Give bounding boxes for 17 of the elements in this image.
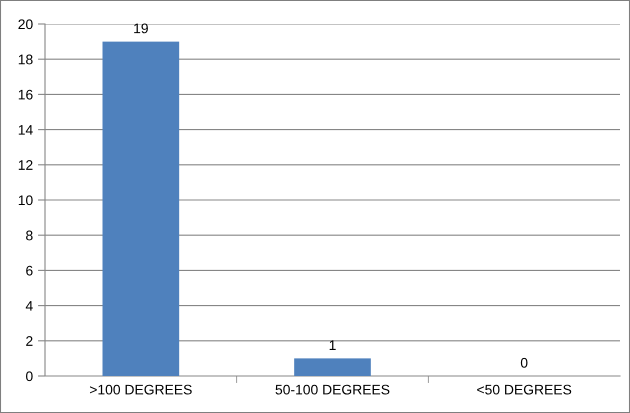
y-tick-label: 12: [18, 160, 32, 170]
y-tick-label: 6: [26, 266, 33, 276]
data-label: 0: [520, 358, 528, 368]
y-tick-label: 18: [18, 54, 33, 64]
y-tick-label: 20: [18, 19, 33, 30]
y-tick-label: 4: [26, 301, 33, 311]
y-tick-label: 8: [26, 230, 33, 240]
x-tick-label: <50 DEGREES: [477, 384, 572, 395]
data-label: 19: [134, 23, 148, 34]
y-tick-label: 16: [18, 90, 33, 100]
data-label: 1: [330, 340, 336, 350]
y-tick-label: 2: [26, 336, 32, 346]
x-tick-label: >100 DEGREES: [90, 384, 192, 395]
y-tick-label: 10: [18, 195, 33, 206]
x-tick-label: 50-100 DEGREES: [276, 384, 390, 395]
y-tick-label: 0: [26, 371, 33, 382]
y-tick-label: 14: [18, 125, 33, 135]
